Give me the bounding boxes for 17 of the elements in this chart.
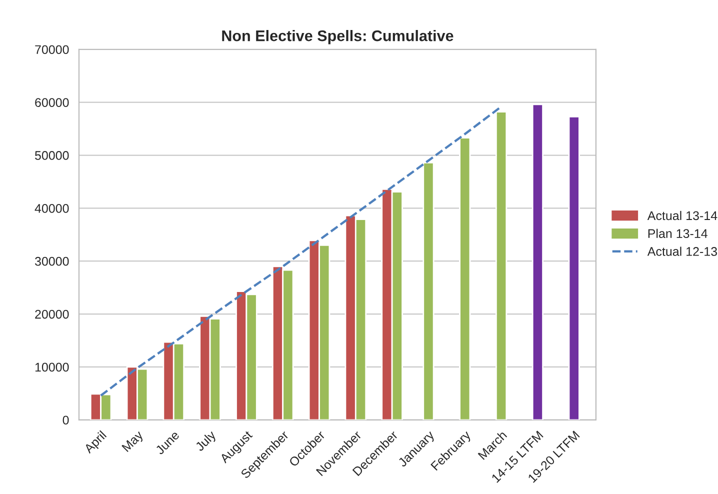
- y-tick-label: 40000: [34, 204, 69, 213]
- bar: [532, 104, 544, 420]
- legend-label: Actual 13-14: [647, 210, 718, 220]
- legend-label: Actual 12-13: [647, 246, 717, 256]
- line-series: [100, 105, 502, 397]
- y-tick-label: 0: [62, 416, 69, 425]
- y-tick-label: 30000: [34, 256, 69, 266]
- chart-title: Non Elective Spells: Cumulative: [222, 30, 454, 44]
- y-tick-label: 70000: [35, 45, 69, 54]
- x-tick-label: May: [122, 430, 146, 454]
- y-tick-label: 10000: [35, 362, 69, 372]
- y-tick-label: 20000: [35, 310, 69, 319]
- y-tick-label: 50000: [35, 151, 69, 160]
- legend-label: Plan 13-14: [648, 228, 708, 238]
- y-tick-label: 60000: [35, 98, 69, 107]
- bar: [568, 116, 580, 420]
- x-tick-label: July: [194, 430, 218, 454]
